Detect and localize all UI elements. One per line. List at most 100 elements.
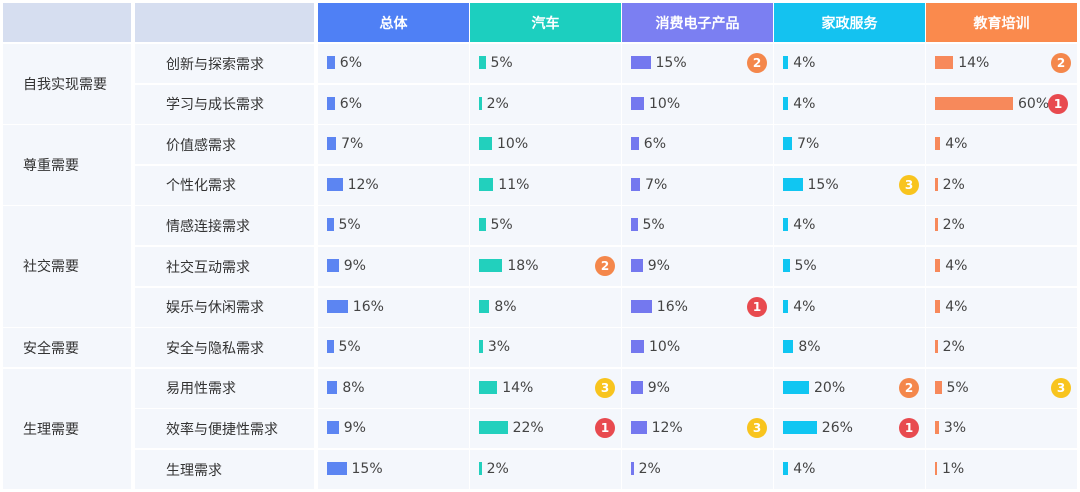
data-bar [631, 137, 639, 151]
data-label: 7% [341, 136, 364, 153]
data-cell-bg [622, 125, 773, 165]
data-bar [783, 340, 794, 354]
group-cell-bg [3, 206, 131, 327]
rank-badge: 2 [899, 377, 919, 398]
data-cell-bg [774, 44, 925, 83]
data-label: 5% [794, 258, 817, 274]
row-label: 生理需求 [166, 462, 222, 479]
data-bar [479, 462, 482, 475]
data-bar [631, 218, 638, 232]
data-label: 20% [814, 379, 846, 396]
data-bar [935, 421, 939, 435]
data-bar [783, 380, 809, 394]
row-label: 社交互动需求 [166, 259, 250, 276]
rank-badge: 2 [595, 256, 615, 276]
column-header: 家政服务 [774, 3, 925, 42]
data-label: 4% [945, 298, 968, 315]
data-bar [631, 380, 643, 394]
data-bar [327, 56, 335, 69]
group-label: 社交需要 [23, 259, 79, 276]
group-cell-bg [3, 125, 131, 205]
row-label: 娱乐与休闲需求 [166, 300, 264, 317]
data-bar [631, 259, 643, 272]
data-bar [327, 259, 339, 272]
row-label: 创新与探索需求 [166, 56, 264, 73]
data-bar [783, 299, 789, 313]
data-bar [327, 380, 338, 394]
data-label: 3% [943, 420, 967, 437]
rank-badge: 2 [747, 53, 767, 73]
data-cell-bg [622, 206, 773, 246]
data-bar [327, 218, 334, 232]
row-label: 情感连接需求 [166, 218, 250, 235]
subcategory-cell-bg [135, 84, 314, 124]
column-header: 总体 [318, 3, 469, 42]
data-cell-bg [318, 368, 469, 408]
data-cell-bg [622, 450, 773, 489]
data-cell-bg [318, 84, 469, 124]
data-cell-bg [470, 287, 621, 327]
data-cell-bg [926, 125, 1077, 165]
column-header: 教育培训 [926, 3, 1077, 42]
data-label: 5% [338, 217, 361, 234]
data-bar [935, 137, 941, 151]
data-cell-bg [774, 206, 925, 246]
data-cell-bg [926, 287, 1077, 327]
data-bar [631, 299, 652, 313]
rank-badge: 3 [747, 418, 767, 439]
data-label: 5% [946, 379, 969, 396]
rank-badge: 3 [899, 174, 919, 195]
data-bar [935, 218, 938, 232]
data-label: 5% [490, 55, 513, 71]
data-label: 14% [502, 379, 534, 396]
data-bar [935, 462, 937, 475]
data-label: 4% [793, 95, 816, 112]
data-cell-bg [318, 165, 469, 205]
data-label: 2% [942, 339, 965, 356]
data-label: 1% [942, 461, 965, 477]
group-label: 生理需要 [23, 421, 79, 438]
data-bar [479, 259, 503, 272]
subcategory-cell-bg [135, 206, 314, 246]
rank-badge: 3 [595, 377, 615, 398]
data-cell-bg [926, 450, 1077, 489]
data-cell-bg [470, 450, 621, 489]
data-cell-bg [926, 206, 1077, 246]
data-bar [783, 96, 789, 110]
data-cell-bg [622, 247, 773, 286]
data-cell-bg [774, 247, 925, 286]
data-bar [631, 340, 644, 354]
data-label: 8% [494, 298, 517, 315]
data-bar [327, 137, 337, 151]
data-label: 16% [352, 298, 384, 315]
subcategory-cell-bg [135, 125, 314, 165]
data-bar [631, 462, 634, 475]
data-bar [935, 259, 941, 272]
data-cell-bg [774, 84, 925, 124]
data-label: 15% [351, 461, 383, 477]
rank-badge: 2 [1051, 53, 1071, 73]
data-cell-bg [926, 409, 1077, 449]
group-label: 尊重需要 [23, 157, 79, 174]
data-bar [327, 421, 339, 435]
data-label: 11% [498, 176, 530, 193]
data-bar [783, 177, 803, 191]
data-label: 26% [821, 420, 853, 437]
data-label: 7% [797, 136, 820, 153]
data-label: 4% [793, 461, 816, 477]
data-label: 10% [497, 136, 529, 153]
data-bar [479, 299, 490, 313]
row-label: 效率与便捷性需求 [166, 421, 278, 438]
data-cell-bg [470, 328, 621, 368]
data-label: 15% [807, 176, 839, 193]
data-label: 2% [486, 461, 509, 477]
group-cell-bg [3, 44, 131, 124]
subcategory-cell-bg [135, 287, 314, 327]
data-cell-bg [318, 247, 469, 286]
data-bar [327, 299, 348, 313]
data-bar [479, 137, 492, 151]
data-bar [783, 421, 817, 435]
subcategory-cell-bg [135, 368, 314, 408]
data-label: 9% [647, 379, 670, 396]
column-header: 汽车 [470, 3, 621, 42]
